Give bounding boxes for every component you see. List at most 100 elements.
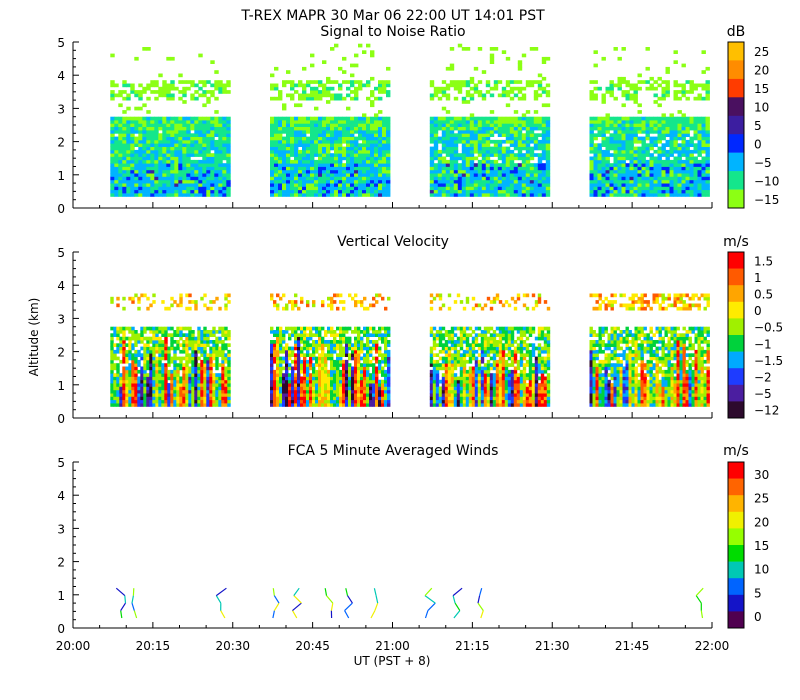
x-axis-label: UT (PST + 8) xyxy=(354,654,431,668)
colorbar-swatch xyxy=(728,511,744,529)
colorbar-swatch xyxy=(728,351,744,369)
colorbar-label: 0 xyxy=(754,304,762,318)
y-tick-label: 2 xyxy=(57,556,65,570)
velocity-heatmap xyxy=(110,293,710,407)
colorbar-label: −0.5 xyxy=(754,321,783,335)
winds-colorbar-unit: m/s xyxy=(723,443,749,459)
winds-axes: 0 1 2 3 4 5 xyxy=(57,456,713,636)
colorbar-label: 1.5 xyxy=(754,254,773,268)
colorbar-label: 10 xyxy=(754,101,769,115)
colorbar-label: −5 xyxy=(754,156,772,170)
colorbar-swatch xyxy=(728,42,744,61)
colorbar-label: 15 xyxy=(754,539,769,553)
colorbar-label: −5 xyxy=(754,387,772,401)
y-tick-label: 0 xyxy=(57,622,65,636)
snr-panel-title: Signal to Noise Ratio xyxy=(320,24,465,40)
colorbar-swatch xyxy=(728,285,744,303)
colorbar-swatch xyxy=(728,301,744,319)
y-tick-label: 1 xyxy=(57,589,65,603)
colorbar-swatch xyxy=(728,189,744,209)
colorbar-label: 1 xyxy=(754,271,762,285)
snr-heatmap xyxy=(110,43,710,197)
y-tick-label: 1 xyxy=(57,379,65,393)
y-tick-label: 3 xyxy=(57,312,65,326)
colorbar-swatch xyxy=(728,611,744,629)
y-tick-label: 5 xyxy=(57,36,65,50)
colorbar-swatch xyxy=(728,78,744,98)
x-tick-label: 21:45 xyxy=(615,639,650,653)
colorbar-swatch xyxy=(728,561,744,579)
snr-colorbar-unit: dB xyxy=(727,24,746,40)
y-tick-label: 3 xyxy=(57,102,65,116)
snr-axes: 0 1 2 3 4 5 xyxy=(57,36,713,216)
colorbar-label: −15 xyxy=(754,193,779,207)
colorbar-label: 0.5 xyxy=(754,288,773,302)
y-tick-label: 0 xyxy=(57,202,65,216)
colorbar-swatch xyxy=(728,97,744,116)
colorbar-label: 5 xyxy=(754,586,762,600)
colorbar-label: −1.5 xyxy=(754,354,783,368)
y-tick-label: 3 xyxy=(57,522,65,536)
colorbar-swatch xyxy=(728,401,744,419)
y-tick-label: 5 xyxy=(57,246,65,260)
colorbar-swatch xyxy=(728,152,744,172)
x-tick-labels: 20:00 20:15 20:30 20:45 21:00 21:15 21:30 21:45… xyxy=(56,639,730,653)
colorbar-swatch xyxy=(728,115,744,135)
x-tick-label: 21:00 xyxy=(375,639,410,653)
y-tick-label: 2 xyxy=(57,346,65,360)
velocity-panel-title: Vertical Velocity xyxy=(337,234,449,250)
y-tick-label: 4 xyxy=(57,279,65,293)
colorbar-swatch xyxy=(728,60,744,80)
x-tick-label: 20:30 xyxy=(215,639,250,653)
colorbar-label: 5 xyxy=(754,119,762,133)
winds-panel-title: FCA 5 Minute Averaged Winds xyxy=(288,443,499,459)
y-axis-label: Altitude (km) xyxy=(27,298,41,377)
colorbar-swatch xyxy=(728,578,744,596)
y-tick-label: 5 xyxy=(57,456,65,470)
velocity-panel: Vertical Velocity 0 1 2 3 4 5 1.5 1 0.5 0 −0.5 −1 −… xyxy=(27,234,783,426)
snr-panel: Signal to Noise Ratio 0 1 2 3 4 5 25 20 15 10 5 0 −… xyxy=(57,24,779,216)
x-tick-label: 21:15 xyxy=(455,639,490,653)
colorbar-label: 10 xyxy=(754,563,769,577)
colorbar-swatch xyxy=(728,171,744,190)
colorbar-swatch xyxy=(728,318,744,336)
y-tick-label: 2 xyxy=(57,136,65,150)
x-tick-label: 22:00 xyxy=(695,639,730,653)
colorbar-label: −1 xyxy=(754,337,772,351)
colorbar-label: 15 xyxy=(754,82,769,96)
velocity-colorbar-unit: m/s xyxy=(723,234,749,250)
colorbar-label: 30 xyxy=(754,468,769,482)
colorbar-label: 0 xyxy=(754,610,762,624)
colorbar-swatch xyxy=(728,462,744,479)
main-title: T-REX MAPR 30 Mar 06 22:00 UT 14:01 PST xyxy=(240,8,545,24)
x-tick-label: 21:30 xyxy=(535,639,570,653)
winds-colorbar: 30 25 20 15 10 5 0 xyxy=(727,461,769,629)
y-tick-label: 1 xyxy=(57,169,65,183)
colorbar-swatch xyxy=(728,368,744,386)
colorbar-label: −12 xyxy=(754,404,779,418)
y-tick-label: 4 xyxy=(57,69,65,83)
colorbar-swatch xyxy=(728,495,744,513)
colorbar-swatch xyxy=(728,252,744,269)
colorbar-swatch xyxy=(728,545,744,562)
winds-plot xyxy=(115,587,704,619)
x-tick-label: 20:15 xyxy=(136,639,171,653)
colorbar-label: 20 xyxy=(754,64,769,78)
x-tick-label: 20:00 xyxy=(56,639,91,653)
colorbar-swatch xyxy=(728,384,744,402)
winds-panel: FCA 5 Minute Averaged Winds 0 1 2 3 4 5 30 25 2… xyxy=(57,443,769,636)
colorbar-label: 25 xyxy=(754,45,769,59)
colorbar-swatch xyxy=(728,335,744,352)
colorbar-swatch xyxy=(728,134,744,153)
y-tick-label: 4 xyxy=(57,489,65,503)
y-tick-label: 0 xyxy=(57,412,65,426)
colorbar-label: 25 xyxy=(754,492,769,506)
velocity-axes: 0 1 2 3 4 5 xyxy=(57,246,713,426)
colorbar-label: 0 xyxy=(754,137,762,151)
colorbar-swatch xyxy=(728,528,744,546)
colorbar-label: −2 xyxy=(754,371,772,385)
colorbar-label: 20 xyxy=(754,515,769,529)
x-tick-label: 20:45 xyxy=(295,639,330,653)
velocity-colorbar: 1.5 1 0.5 0 −0.5 −1 −1.5 −2 −5 −12 xyxy=(727,251,783,419)
